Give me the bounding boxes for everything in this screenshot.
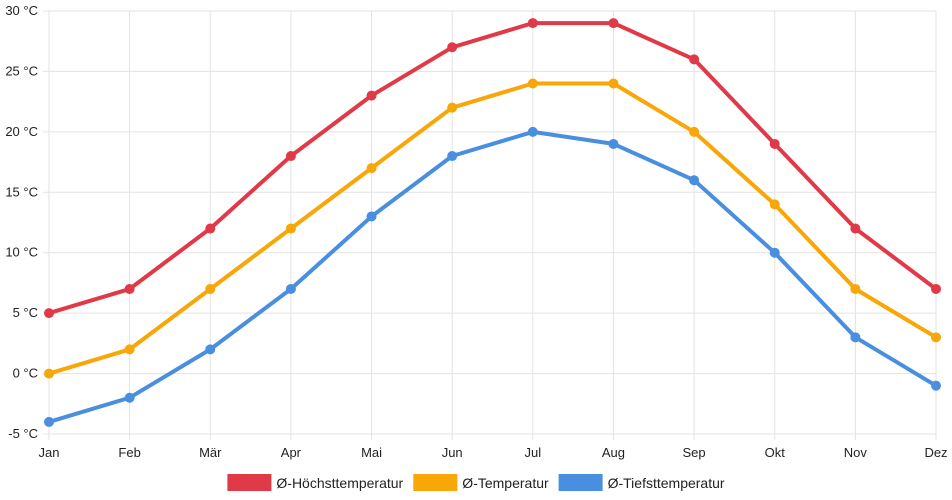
y-tick-label: 0 °C	[13, 366, 38, 381]
x-tick-label: Jan	[39, 445, 60, 460]
data-point	[205, 223, 216, 234]
series-1	[44, 78, 941, 379]
data-point	[205, 283, 216, 294]
data-point	[527, 78, 538, 89]
x-tick-label: Nov	[844, 445, 868, 460]
data-point	[124, 344, 135, 355]
data-point	[689, 175, 700, 186]
legend: Ø-Höchsttemperatur Ø-Temperatur Ø-Tiefstte…	[227, 474, 725, 491]
data-point	[931, 332, 941, 343]
legend-item[interactable]: Ø-Höchsttemperatur	[227, 474, 404, 491]
data-point	[447, 102, 458, 113]
series-line	[47, 81, 938, 376]
data-point	[608, 138, 619, 149]
y-tick-label: 10 °C	[5, 245, 38, 260]
x-tick-label: Mär	[199, 445, 222, 460]
y-tick-label: 25 °C	[5, 63, 38, 78]
data-point	[205, 344, 216, 355]
series-line	[47, 21, 938, 316]
data-point	[527, 18, 538, 29]
data-point	[447, 42, 458, 53]
data-point	[44, 416, 54, 427]
data-point	[608, 78, 619, 89]
data-point	[285, 151, 296, 162]
data-point	[366, 163, 377, 174]
x-tick-label: Mai	[361, 445, 382, 460]
data-point	[689, 54, 700, 65]
legend-item[interactable]: Ø-Tiefsttemperatur	[558, 474, 725, 491]
legend-label: Ø-Tiefsttemperatur	[608, 475, 725, 491]
x-tick-label: Jun	[442, 445, 463, 460]
legend-swatch	[558, 474, 603, 491]
data-point	[931, 283, 941, 294]
legend-label: Ø-Temperatur	[462, 475, 549, 491]
x-tick-label: Okt	[765, 445, 786, 460]
data-point	[850, 283, 861, 294]
series-line	[47, 129, 938, 424]
data-point	[447, 151, 458, 162]
data-point	[44, 368, 54, 379]
data-point	[285, 283, 296, 294]
y-tick-label: 30 °C	[5, 3, 38, 18]
x-tick-label: Dez	[924, 445, 947, 460]
y-tick-label: -5 °C	[8, 426, 38, 441]
data-point	[527, 126, 538, 137]
data-point	[769, 247, 780, 258]
legend-label: Ø-Höchsttemperatur	[276, 475, 403, 491]
legend-swatch	[413, 474, 458, 491]
legend-swatch	[227, 474, 272, 491]
data-point	[769, 138, 780, 149]
data-point	[931, 380, 941, 391]
data-point	[366, 211, 377, 222]
data-point	[285, 223, 296, 234]
x-tick-label: Apr	[281, 445, 302, 460]
series-layer	[44, 18, 941, 427]
data-point	[124, 392, 135, 403]
x-axis: Jan Feb Mär Apr Mai Jun Jul Aug Sep Okt Nov Dez	[39, 445, 948, 460]
data-point	[689, 126, 700, 137]
data-point	[850, 332, 861, 343]
x-tick-label: Jul	[525, 445, 542, 460]
data-point	[44, 308, 54, 319]
series-2	[44, 126, 941, 427]
x-tick-label: Aug	[602, 445, 625, 460]
series-0	[44, 18, 941, 319]
y-tick-label: 15 °C	[5, 184, 38, 199]
data-point	[124, 283, 135, 294]
y-tick-label: 5 °C	[13, 305, 38, 320]
grid	[43, 10, 937, 440]
data-point	[769, 199, 780, 210]
x-tick-label: Sep	[683, 445, 706, 460]
data-point	[850, 223, 861, 234]
data-point	[366, 90, 377, 101]
data-point	[608, 18, 619, 29]
y-tick-label: 20 °C	[5, 124, 38, 139]
x-tick-label: Feb	[118, 445, 140, 460]
y-axis: -5 °C 0 °C 5 °C 10 °C 15 °C 20 °C 25 °C 30 °C	[5, 3, 38, 441]
legend-item[interactable]: Ø-Temperatur	[413, 474, 549, 491]
